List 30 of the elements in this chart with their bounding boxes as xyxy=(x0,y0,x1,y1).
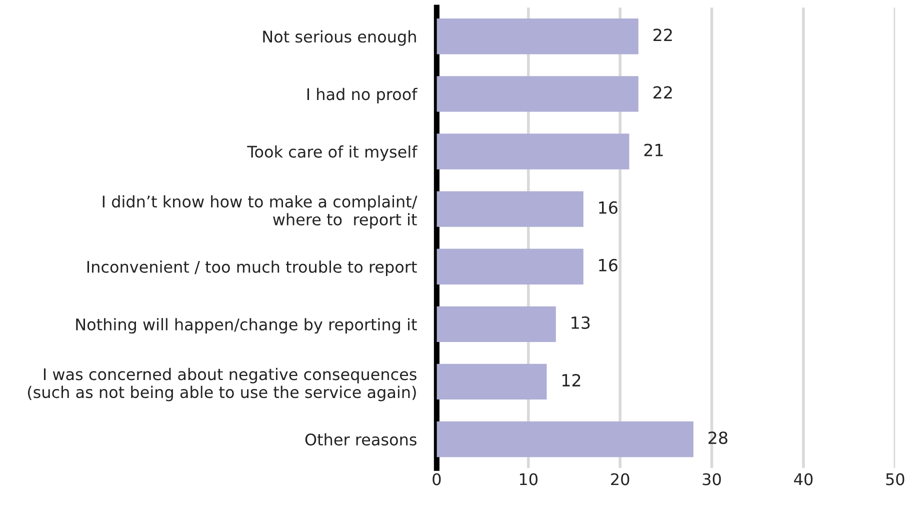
y-tick-label: I was concerned about negative consequences (such as not being able to use the service again) xyxy=(28,368,416,402)
y-tick-label: Took care of it myself xyxy=(247,145,418,161)
x-tick-label: 40 xyxy=(794,473,813,486)
data-label: 13 xyxy=(572,316,590,329)
bar xyxy=(436,364,547,400)
y-tick-label: Nothing will happen/change by reporting it xyxy=(76,318,417,334)
data-label: 22 xyxy=(654,86,672,99)
bar xyxy=(436,191,584,227)
bar xyxy=(436,134,630,170)
y-tick-label: Inconvenient / too much trouble to report xyxy=(87,260,417,276)
data-label: 16 xyxy=(599,201,618,214)
y-tick-label: Not serious enough xyxy=(263,30,416,46)
x-tick-label: 0 xyxy=(432,473,441,486)
x-tick-label: 50 xyxy=(886,473,904,486)
bar xyxy=(436,306,556,342)
data-label: 28 xyxy=(708,432,728,444)
x-tick-label: 30 xyxy=(702,473,721,486)
bar xyxy=(436,76,638,112)
bar xyxy=(436,421,694,458)
y-tick-label: Other reasons xyxy=(305,433,416,446)
x-tick-label: 10 xyxy=(520,473,538,486)
data-label: 12 xyxy=(562,374,580,386)
data-label: 16 xyxy=(599,258,618,272)
data-label: 21 xyxy=(644,144,663,156)
bar xyxy=(436,18,638,54)
y-tick-label: I didn’t know how to make a complaint/ where to report it xyxy=(102,195,418,229)
x-tick-label: 20 xyxy=(611,473,630,486)
data-label: 22 xyxy=(654,28,672,41)
y-tick-label: I had no proof xyxy=(307,88,418,104)
bar xyxy=(436,248,584,284)
